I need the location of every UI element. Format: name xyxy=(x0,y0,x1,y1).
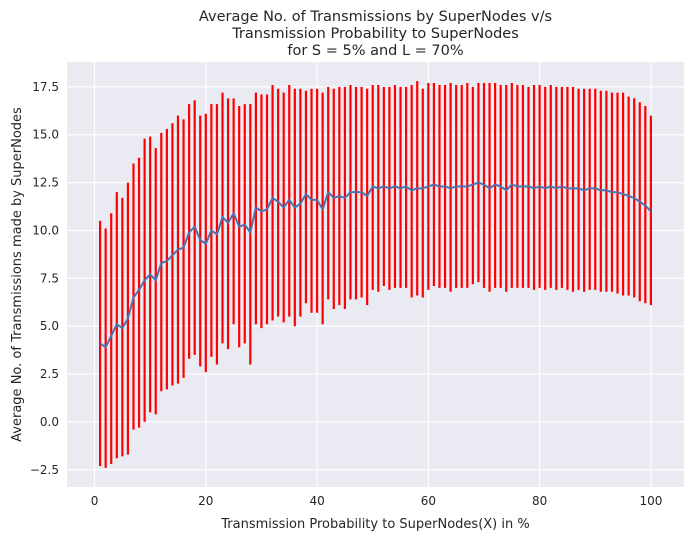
chart-title-line-3: for S = 5% and L = 70% xyxy=(287,43,463,59)
y-tick-label: 15.0 xyxy=(32,128,59,142)
x-tick-label: 0 xyxy=(91,494,99,508)
chart-title-line-2: Transmission Probability to SuperNodes xyxy=(231,26,519,42)
x-axis-label: Transmission Probability to SuperNodes(X… xyxy=(220,517,529,532)
y-axis-label: Average No. of Transmissions made by Sup… xyxy=(10,107,25,442)
mean-line xyxy=(99,181,652,349)
y-tick-label: −2.5 xyxy=(30,463,59,477)
y-tick-label: 7.5 xyxy=(40,271,59,285)
x-tick-label: 20 xyxy=(198,494,213,508)
x-tick-label: 40 xyxy=(309,494,324,508)
x-tick-label: 60 xyxy=(421,494,436,508)
y-tick-label: 5.0 xyxy=(40,319,59,333)
y-tick-label: 12.5 xyxy=(32,176,59,190)
y-tick-label: 2.5 xyxy=(40,367,59,381)
chart-title-line-1: Average No. of Transmissions by SuperNod… xyxy=(199,9,552,25)
y-tick-label: 17.5 xyxy=(32,80,59,94)
x-tick-label: 80 xyxy=(532,494,547,508)
y-tick-label: 0.0 xyxy=(40,415,59,429)
y-tick-labels: −2.5 0.0 2.5 5.0 7.5 10.0 12.5 15.0 17.5 xyxy=(30,80,59,477)
plot-background xyxy=(67,62,684,487)
x-tick-label: 100 xyxy=(639,494,662,508)
y-tick-label: 10.0 xyxy=(32,223,59,237)
x-tick-labels: 0 20 40 60 80 100 xyxy=(91,494,663,508)
